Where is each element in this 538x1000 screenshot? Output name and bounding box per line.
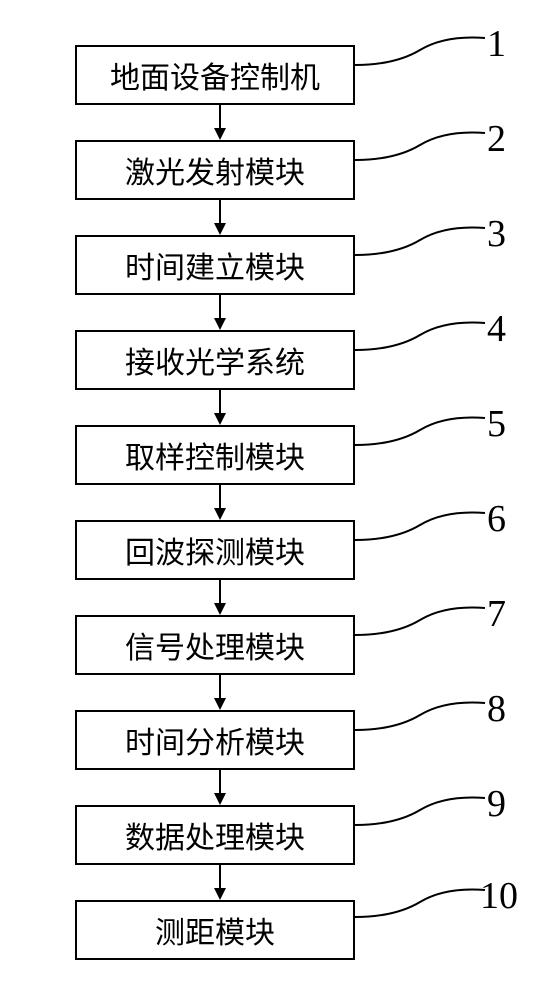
curve-connector — [355, 695, 490, 745]
module-box: 时间分析模块 — [75, 710, 355, 770]
module-box: 取样控制模块 — [75, 425, 355, 485]
curve-connector — [355, 790, 490, 840]
module-label: 回波探测模块 — [125, 528, 305, 572]
module-label: 地面设备控制机 — [110, 53, 320, 97]
arrow — [210, 865, 230, 900]
curve-connector — [355, 315, 490, 365]
arrow — [210, 770, 230, 805]
module-number: 10 — [480, 874, 518, 918]
module-label: 时间建立模块 — [125, 243, 305, 287]
module-number: 9 — [487, 782, 506, 826]
arrow — [210, 675, 230, 710]
module-box: 数据处理模块 — [75, 805, 355, 865]
arrow — [210, 200, 230, 235]
module-box: 激光发射模块 — [75, 140, 355, 200]
module-box: 回波探测模块 — [75, 520, 355, 580]
module-number: 8 — [487, 687, 506, 731]
module-label: 数据处理模块 — [125, 813, 305, 857]
module-number: 1 — [487, 22, 506, 66]
module-number: 3 — [487, 212, 506, 256]
curve-connector — [355, 410, 490, 460]
module-label: 激光发射模块 — [125, 148, 305, 192]
module-box: 时间建立模块 — [75, 235, 355, 295]
curve-connector — [355, 600, 490, 650]
module-label: 取样控制模块 — [125, 433, 305, 477]
curve-connector — [355, 882, 490, 932]
module-number: 7 — [487, 592, 506, 636]
module-box: 测距模块 — [75, 900, 355, 960]
arrow — [210, 105, 230, 140]
curve-connector — [355, 505, 490, 555]
arrow — [210, 485, 230, 520]
module-number: 6 — [487, 497, 506, 541]
flowchart-diagram: 地面设备控制机 1 激光发射模块 2 时间建立模块 3 接收光学系统 — [20, 20, 518, 980]
module-number: 4 — [487, 307, 506, 351]
module-box: 地面设备控制机 — [75, 45, 355, 105]
curve-connector — [355, 125, 490, 175]
curve-connector — [355, 30, 490, 80]
module-label: 接收光学系统 — [125, 338, 305, 382]
module-label: 时间分析模块 — [125, 718, 305, 762]
arrow — [210, 295, 230, 330]
module-label: 信号处理模块 — [125, 623, 305, 667]
module-number: 5 — [487, 402, 506, 446]
module-box: 接收光学系统 — [75, 330, 355, 390]
module-number: 2 — [487, 117, 506, 161]
module-box: 信号处理模块 — [75, 615, 355, 675]
arrow — [210, 390, 230, 425]
arrow — [210, 580, 230, 615]
curve-connector — [355, 220, 490, 270]
module-label: 测距模块 — [155, 908, 275, 952]
